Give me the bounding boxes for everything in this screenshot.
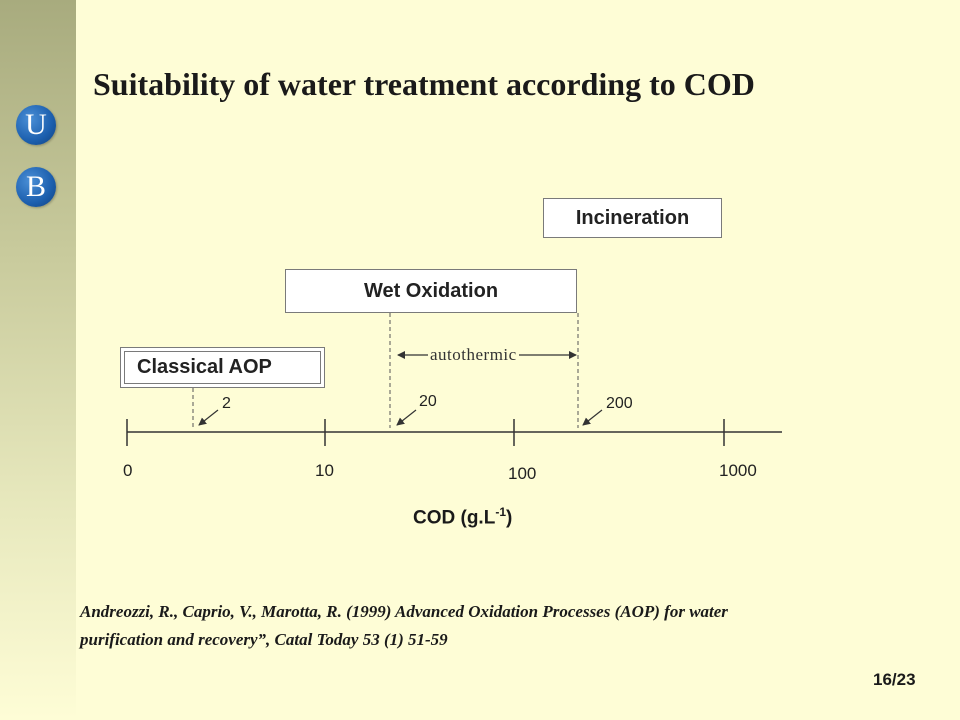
tick-label-10: 10 <box>315 461 334 480</box>
citation-line-1: Andreozzi, R., Caprio, V., Marotta, R. (… <box>80 602 728 621</box>
marker-label-2: 2 <box>222 395 231 412</box>
incineration-box: Incineration <box>543 198 722 238</box>
marker-label-200: 200 <box>606 395 633 412</box>
classical-aop-label: Classical AOP <box>124 351 321 384</box>
tick-label-1000: 1000 <box>719 461 757 480</box>
citation: Andreozzi, R., Caprio, V., Marotta, R. (… <box>80 598 920 654</box>
cod-axis-title: COD (g.L-1) <box>413 505 512 529</box>
marker-label-20: 20 <box>419 393 437 410</box>
logo-b-badge: B <box>16 167 56 207</box>
tick-label-100: 100 <box>508 464 537 483</box>
logo-u-letter: U <box>25 108 47 141</box>
marker-2-arrow <box>198 409 219 426</box>
wet-oxidation-label: Wet Oxidation <box>363 279 499 302</box>
cod-axis-title-exponent: -1 <box>495 505 506 519</box>
logo-b-letter: B <box>25 170 46 203</box>
citation-line-2: purification and recovery”, Catal Today … <box>80 630 448 649</box>
cod-axis-title-close: ) <box>506 507 513 529</box>
classical-aop-box: Classical AOP <box>120 347 325 388</box>
marker-20-arrow <box>396 409 417 426</box>
incineration-label: Incineration <box>575 206 690 229</box>
autothermic-label: autothermic <box>428 345 519 365</box>
page-number: 16/23 <box>873 670 916 689</box>
logo-u-badge: U <box>16 105 56 145</box>
wet-oxidation-box: Wet Oxidation <box>285 269 577 313</box>
slide-title: Suitability of water treatment according… <box>93 66 755 102</box>
tick-label-0: 0 <box>123 461 133 480</box>
cod-axis-title-main: COD (g.L <box>413 507 496 529</box>
marker-200-arrow <box>582 409 603 426</box>
